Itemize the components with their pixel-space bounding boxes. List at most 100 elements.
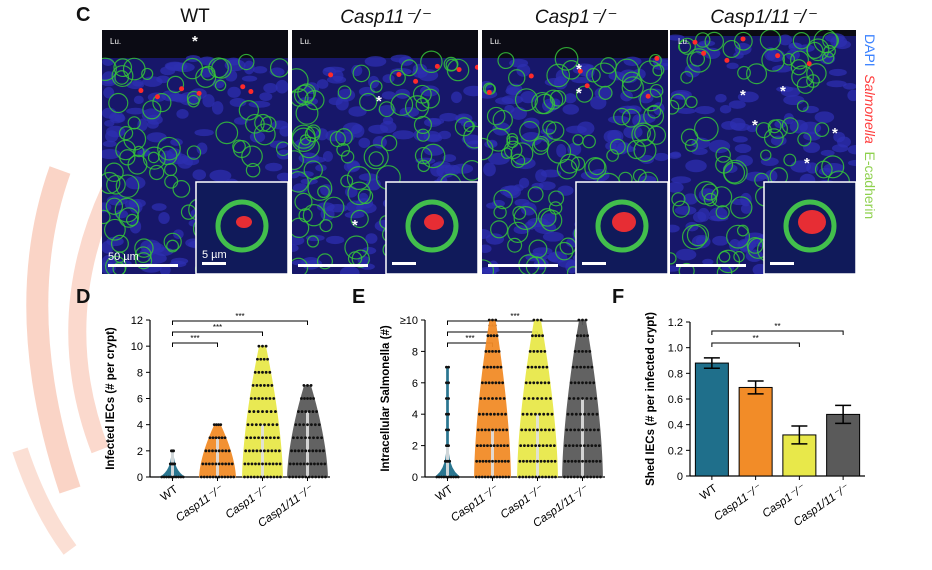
data-point [268, 462, 271, 466]
data-point [537, 365, 541, 369]
data-point [531, 475, 534, 479]
scale-label-main: 50 µm [108, 251, 139, 263]
asterisk-marker: * [804, 155, 810, 172]
y-tick-label: 0 [677, 471, 683, 483]
data-point [272, 475, 276, 479]
data-point [221, 462, 224, 466]
micrograph-panel: Lu. * * [482, 30, 668, 274]
data-point [570, 412, 574, 416]
data-point [505, 428, 509, 432]
data-point [585, 397, 589, 400]
data-point [489, 444, 493, 447]
y-tick-label: 1.0 [668, 343, 683, 355]
micrograph-panel: Lu. * 50 µm 5 µm [102, 30, 288, 274]
data-point [592, 475, 596, 479]
data-point [259, 384, 263, 387]
data-point [447, 475, 451, 479]
data-point [307, 410, 311, 413]
data-point [483, 475, 487, 479]
x-tick-label: WT [434, 484, 456, 504]
data-point [478, 459, 482, 463]
data-point [309, 462, 313, 466]
data-point [323, 462, 327, 466]
data-point [497, 381, 501, 385]
panel-letter-c: C [76, 4, 91, 26]
data-point [500, 459, 504, 463]
data-point [487, 318, 491, 322]
data-point [263, 423, 266, 427]
data-point [315, 410, 318, 413]
data-point [217, 423, 220, 427]
data-point [489, 365, 493, 369]
data-point [492, 365, 496, 369]
data-point [545, 444, 549, 447]
data-point [320, 475, 324, 479]
data-point [501, 428, 505, 432]
data-point [569, 381, 573, 385]
data-point [569, 428, 573, 432]
significance-label: *** [213, 323, 222, 332]
data-point [524, 475, 528, 479]
significance-label: *** [190, 334, 199, 343]
asterisk-marker: * [832, 125, 838, 142]
data-point [492, 475, 496, 479]
data-point [531, 397, 535, 400]
data-point [574, 459, 577, 463]
data-point [299, 462, 302, 466]
data-point [306, 397, 309, 400]
scale-bar-inset [770, 262, 794, 265]
data-point [536, 318, 539, 322]
data-point [538, 412, 541, 416]
data-point [504, 475, 508, 479]
data-point [262, 475, 266, 479]
data-point [480, 475, 484, 479]
data-point [499, 365, 503, 369]
median-bar [581, 398, 584, 477]
data-point [256, 475, 259, 479]
significance-label: ** [753, 334, 759, 343]
data-point [573, 381, 577, 385]
data-point [581, 318, 584, 322]
data-point [544, 475, 548, 479]
data-point [302, 384, 306, 387]
data-point [504, 412, 507, 416]
data-point [569, 475, 573, 479]
data-point [311, 475, 314, 479]
data-point [484, 459, 488, 463]
y-tick-label: 0.6 [668, 394, 683, 406]
data-point [534, 444, 538, 447]
data-point [202, 475, 206, 479]
data-point [324, 475, 327, 479]
channel-legend: DAPI Salmonella E-cadherin [862, 34, 878, 274]
data-point [518, 475, 521, 479]
y-tick-label: 8 [412, 346, 418, 358]
data-point [501, 475, 505, 479]
data-point [211, 462, 214, 466]
data-point [208, 436, 212, 440]
data-point [581, 459, 584, 463]
data-point [172, 449, 175, 453]
data-point [540, 428, 543, 432]
data-point [256, 410, 260, 413]
data-point [169, 475, 173, 479]
data-point [584, 318, 588, 322]
data-point [257, 397, 261, 400]
data-point [497, 350, 501, 353]
data-point [581, 381, 584, 385]
data-point [536, 381, 539, 385]
data-point [491, 397, 494, 400]
data-point [518, 459, 522, 463]
data-point [251, 449, 255, 453]
legend-dapi: DAPI [862, 34, 878, 67]
data-point [502, 444, 506, 447]
data-point [545, 365, 549, 369]
data-point [527, 475, 531, 479]
data-point [577, 318, 581, 322]
data-point [307, 475, 311, 479]
data-point [581, 428, 584, 432]
data-point [489, 412, 493, 416]
chart-f-shed-iecs: 0 0.2 0.4 0.6 0.8 1.0 1.2 Shed IECs (# per infe… [645, 312, 865, 529]
data-point [259, 357, 263, 361]
data-point [549, 397, 552, 400]
data-point [596, 428, 600, 432]
